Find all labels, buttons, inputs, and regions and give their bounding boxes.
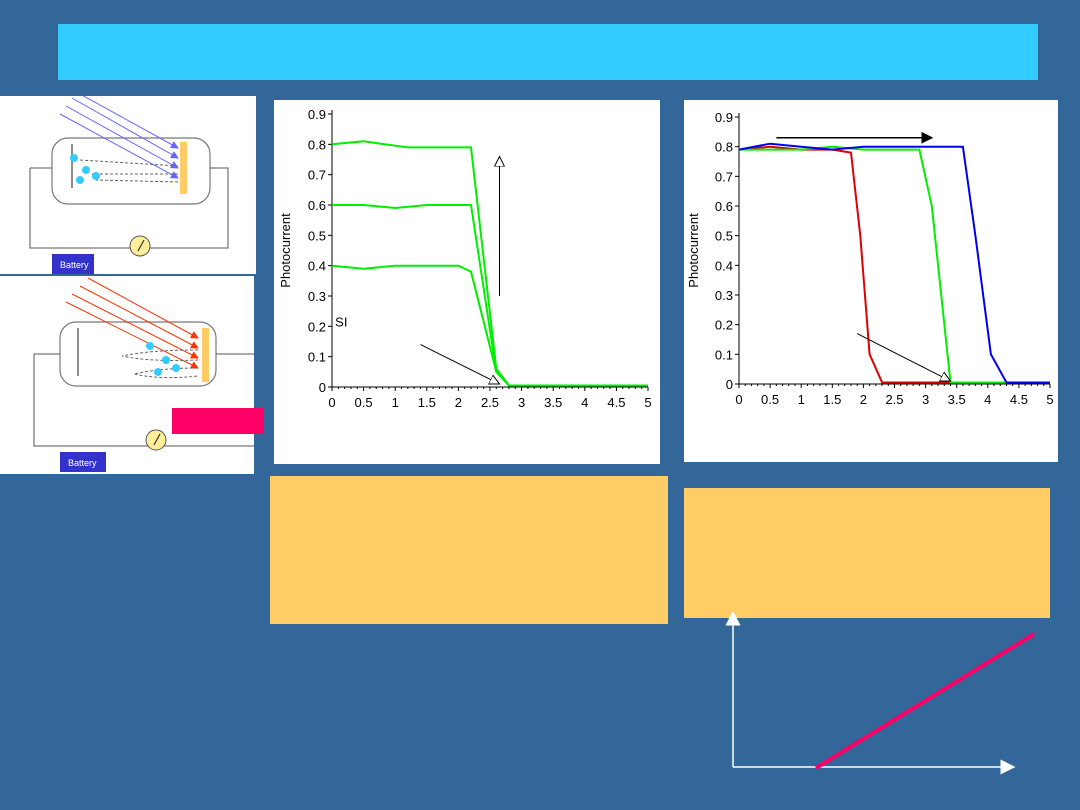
y-tick-label: 0.6 [715,199,733,214]
electron [154,368,162,376]
x-tick-label: 1 [392,395,399,410]
x-tick-label: 1 [798,392,805,407]
y-tick-label: 0.1 [715,347,733,362]
y-axis-label: Photocurrent [686,213,701,288]
battery-icon [60,452,106,472]
x-tick-label: 4 [581,395,588,410]
cathode-plate [202,328,209,382]
series-line [738,142,1050,384]
x-tick-label: 3 [518,395,525,410]
light-rays-red [65,277,199,369]
electron [70,154,78,162]
vacuum-tube-outline [51,137,211,205]
annotation-arrow [420,344,499,384]
x-tick-label: 4.5 [607,395,625,410]
x-tick-label: 4.5 [1010,392,1028,407]
x-tick-label: 5 [1046,392,1053,407]
y-tick-label: 0.3 [715,288,733,303]
ammeter-icon [129,235,151,257]
battery-icon [52,254,94,274]
battery-label: Battery [68,458,97,468]
series-line [739,145,1050,384]
phototube-diagram-blue-light [0,96,256,274]
electron [76,176,84,184]
y-tick-label: 0.8 [308,137,326,152]
y-tick-label: 0.2 [715,318,733,333]
circuit-wire [33,353,254,447]
y-tick-label: 0.9 [308,107,326,122]
note-box-right [684,488,1050,618]
x-tick-label: 0 [328,395,335,410]
x-tick-label: 5 [644,395,651,410]
y-tick-label: 0.7 [715,169,733,184]
y-tick-label: 0.5 [715,229,733,244]
chart-frequency-panel [684,100,1058,462]
y-tick-label: 0.1 [308,350,326,365]
y-tick-label: 0.6 [308,198,326,213]
y-tick-label: 0 [726,377,733,392]
linear-relation-line [814,632,1036,770]
x-tick-label: 2.5 [885,392,903,407]
chart-intensity-panel [274,100,660,464]
y-tick-label: 0 [319,380,326,395]
x-tick-label: 0.5 [761,392,779,407]
ammeter-icon [145,429,167,451]
y-tick-label: 0.8 [715,140,733,155]
series-line [738,145,1050,384]
threshold-graph [725,612,1036,775]
x-tick-label: 0 [735,392,742,407]
y-tick-label: 0.5 [308,228,326,243]
series-line [332,204,648,387]
x-tick-label: 2.5 [481,395,499,410]
x-tick-label: 0.5 [355,395,373,410]
annotation-arrow [856,333,950,381]
electron [82,166,90,174]
phototube-top-svg: Battery [29,96,229,274]
y-tick-label: 0.4 [308,259,326,274]
y-axis-label: Photocurrent [278,213,293,288]
x-tick-label: 3.5 [544,395,562,410]
x-tick-label: 2 [455,395,462,410]
vacuum-tube-outline [59,321,217,387]
chart-annotation: SI [335,314,347,329]
title-bar [58,24,1038,80]
y-tick-label: 0.3 [308,289,326,304]
highlight-tag [172,408,264,434]
x-tick-label: 1.5 [823,392,841,407]
y-tick-label: 0.9 [715,110,733,125]
y-tick-label: 0.7 [308,168,326,183]
electron [92,172,100,180]
battery-label: Battery [60,260,89,270]
note-box-left [270,476,668,624]
light-rays-blue [59,96,179,179]
cathode-plate [180,142,187,194]
electron [162,356,170,364]
chart-frequency: 0 0.5 1 1.5 2 2.5 3 3.5 4 4.5 5 0 0.1 0.2 0.3 0.4 0.5 0.6… [686,110,1054,407]
x-tick-label: 3 [922,392,929,407]
phototube-diagram-red-light [0,276,254,474]
x-tick-label: 3.5 [948,392,966,407]
x-tick-label: 4 [984,392,991,407]
chart-intensity: 0 0.5 1 1.5 2 2.5 3 3.5 4 4.5 5 0 0.1 0.2 0.3 0.4 0.5 0.6… [278,107,652,410]
circuit-wire [29,167,229,249]
y-tick-label: 0.4 [715,258,733,273]
y-tick-label: 0.2 [308,319,326,334]
electron [146,342,154,350]
series-line [331,264,648,387]
phototube-bottom-svg: Battery [33,277,254,472]
x-tick-label: 2 [860,392,867,407]
electron [172,364,180,372]
x-tick-label: 1.5 [418,395,436,410]
